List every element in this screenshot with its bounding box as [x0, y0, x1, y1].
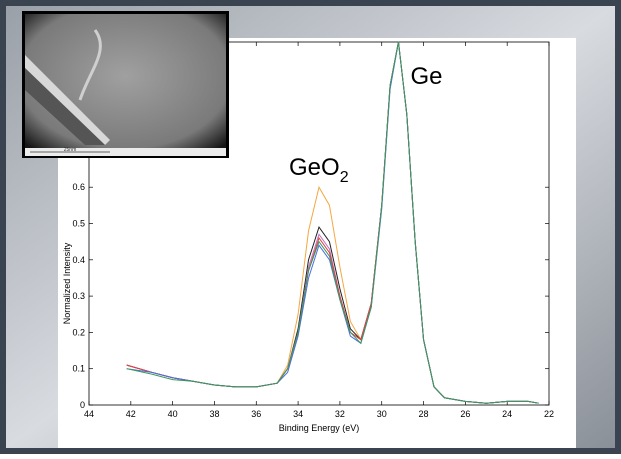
x-tick-label: 32	[335, 409, 345, 419]
x-tick-label: 24	[502, 409, 512, 419]
x-tick-label: 34	[293, 409, 303, 419]
x-tick-label: 36	[251, 409, 261, 419]
x-tick-label: 40	[168, 409, 178, 419]
annotation-text: GeO	[289, 154, 340, 181]
y-tick-label: 0.3	[72, 291, 85, 301]
page: 44 42 40 38 36 34 32 30 28 26 24 22 0 0.1 0.2 0.3 0.4 0.5…	[0, 0, 621, 459]
chart: 44 42 40 38 36 34 32 30 28 26 24 22 0 0.1 0.2 0.3 0.4 0.5…	[0, 0, 621, 454]
y-tick-label: 0.1	[72, 364, 85, 374]
x-tick-label: 26	[460, 409, 470, 419]
y-tick-label: 0.5	[72, 219, 85, 229]
x-tick-label: 22	[544, 409, 554, 419]
inset: 25nm	[22, 11, 229, 158]
y-tick-label: 0.2	[72, 327, 85, 337]
x-axis-label: Binding Energy (eV)	[279, 423, 360, 433]
inset-scale-label: 25nm	[64, 147, 77, 153]
x-tick-label: 38	[209, 409, 219, 419]
y-tick-label: 0	[80, 400, 85, 410]
y-axis-label: Normalized Intensity	[62, 242, 72, 324]
x-tick-label: 44	[84, 409, 94, 419]
annotation-subscript: 2	[340, 169, 349, 186]
x-tick-label: 42	[126, 409, 136, 419]
x-tick-label: 28	[419, 409, 429, 419]
annotation: Ge	[410, 63, 442, 90]
inset-image	[25, 14, 226, 152]
x-tick-label: 30	[377, 409, 387, 419]
y-tick-label: 0.4	[72, 255, 85, 265]
y-tick-label: 0.6	[72, 182, 85, 192]
